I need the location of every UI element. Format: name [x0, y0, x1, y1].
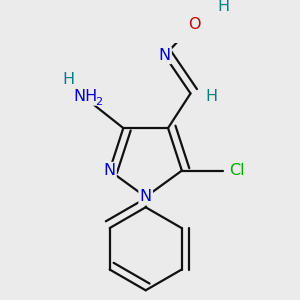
Text: Cl: Cl	[230, 163, 245, 178]
Text: N: N	[140, 189, 152, 204]
Text: O: O	[188, 17, 200, 32]
Text: H: H	[62, 72, 74, 87]
Text: N: N	[158, 48, 171, 63]
Text: H: H	[205, 89, 217, 104]
Text: NH: NH	[73, 89, 98, 104]
Text: 2: 2	[95, 97, 102, 107]
Text: N: N	[103, 163, 116, 178]
Text: H: H	[217, 0, 230, 14]
